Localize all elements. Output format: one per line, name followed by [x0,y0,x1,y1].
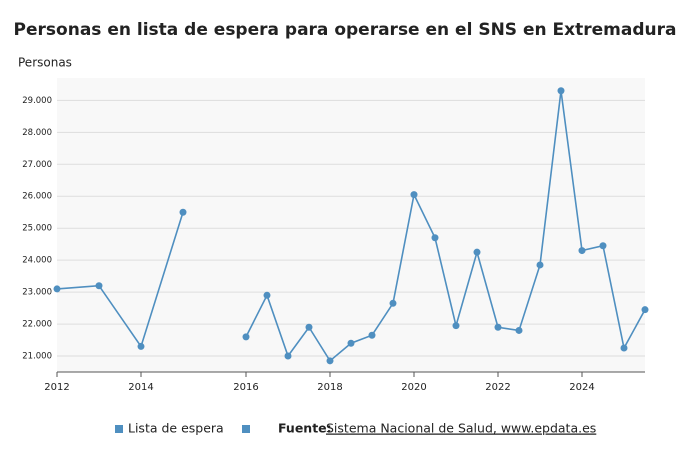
data-point [263,291,271,299]
data-point [326,357,334,365]
data-point [305,323,313,331]
data-point [95,282,103,290]
y-tick-label: 25.000 [22,224,52,234]
legend-label: Lista de espera [128,421,224,436]
data-point [494,323,502,331]
x-tick-label: 2020 [401,382,426,393]
source-swatch [242,425,250,433]
y-tick-label: 23.000 [22,288,52,298]
source-label: Fuente: [278,421,332,436]
data-point [137,342,145,350]
data-point [242,333,250,341]
data-point [515,326,523,334]
y-tick-label: 29.000 [22,96,52,106]
data-point [389,299,397,307]
data-point [53,285,61,293]
data-point [284,352,292,360]
data-point [473,248,481,256]
y-tick-label: 28.000 [22,128,52,138]
data-point [557,87,565,95]
data-point [368,331,376,339]
data-point [620,344,628,352]
source-text: Sistema Nacional de Salud, www.epdata.es [326,421,596,436]
x-tick-label: 2024 [569,382,594,393]
plot-area [57,78,645,372]
x-tick-label: 2016 [233,382,258,393]
data-point [578,247,586,255]
legend-swatch [115,425,123,433]
x-tick-label: 2012 [44,382,69,393]
y-axis-label: Personas [18,56,72,70]
data-point [179,208,187,216]
y-tick-label: 21.000 [22,352,52,362]
chart-title: Personas en lista de espera para operars… [14,20,677,40]
data-point [641,306,649,314]
series-line [56,90,646,363]
y-tick-label: 22.000 [22,320,52,330]
x-tick-label: 2018 [317,382,342,393]
data-point [410,191,418,199]
y-tick-label: 24.000 [22,256,52,266]
data-point [347,339,355,347]
data-point [536,261,544,269]
x-tick-label: 2014 [128,382,153,393]
data-point [599,242,607,250]
x-tick-label: 2022 [485,382,510,393]
y-tick-label: 27.000 [22,160,52,170]
data-point [452,322,460,330]
data-point [431,234,439,242]
y-tick-label: 26.000 [22,192,52,202]
